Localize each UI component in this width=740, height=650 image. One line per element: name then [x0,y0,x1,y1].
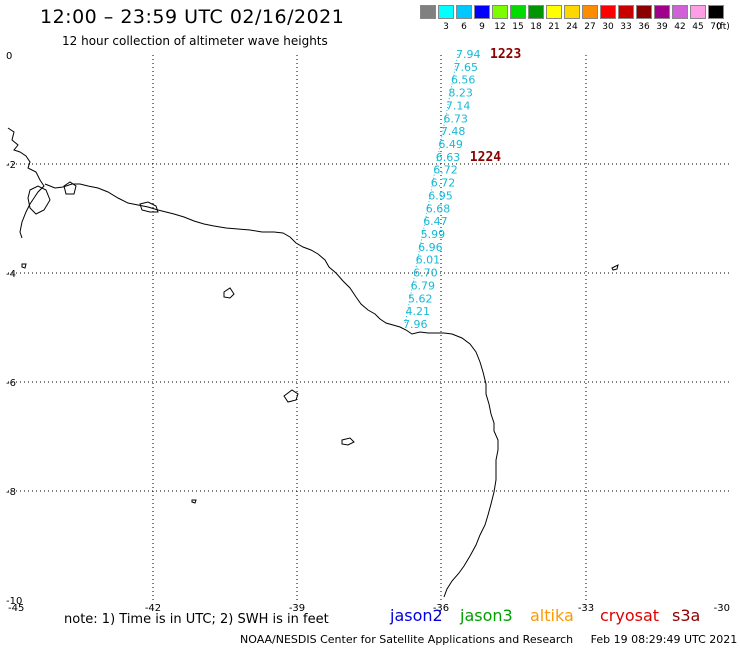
legend-label: 45 [692,22,704,32]
wave-height-label: 6.79 [411,279,436,292]
footer: NOAA/NESDIS Center for Satellite Applica… [240,633,737,646]
wave-height-label: 6.63 [436,151,461,164]
x-tick-label: -42 [145,603,161,614]
island-f [341,437,355,446]
legend-label: 70 [710,22,722,32]
footer-timestamp: Feb 19 08:29:49 UTC 2021 [590,633,738,646]
legend-label: 21 [548,22,560,32]
pass-time-label: 1223 [490,47,521,62]
satellite-name-jason3: jason3 [460,606,513,625]
legend-swatch [510,5,526,19]
wave-height-label: 6.56 [451,74,476,87]
island-a [27,185,51,215]
island-b [63,181,77,195]
legend-unit: (ft) [716,22,730,32]
satellite-name-altika: altika [530,606,574,625]
satellite-name-s3a: s3a [672,606,701,625]
y-tick-label: -2 [6,160,16,171]
wave-height-label: 6.68 [426,202,451,215]
y-tick-label: -8 [6,487,16,498]
pass-time-label: 1224 [470,150,501,165]
legend-swatch [582,5,598,19]
wave-height-label: 6.73 [443,112,468,125]
island-g [21,263,27,269]
legend-label: 33 [620,22,632,32]
legend-label: 9 [479,22,485,32]
island-h [611,264,619,271]
legend-label: 39 [656,22,668,32]
legend-label: 18 [530,22,542,32]
x-tick-label: -33 [578,603,594,614]
legend-swatch [492,5,508,19]
legend-label: 6 [461,22,467,32]
legend-swatch [564,5,580,19]
wave-height-label: 8.23 [448,87,473,100]
legend-swatch [600,5,616,19]
legend-swatch [618,5,634,19]
y-tick-label: 0 [6,51,12,62]
legend-label: 42 [674,22,686,32]
legend-label: 27 [584,22,596,32]
legend-swatch [654,5,670,19]
legend-label: 24 [566,22,578,32]
wave-height-label: 6.96 [418,241,443,254]
wave-height-label: 7.96 [403,318,428,331]
map-subtitle: 12 hour collection of altimeter wave hei… [62,34,328,48]
x-tick-label: -39 [289,603,305,614]
footnote: note: 1) Time is in UTC; 2) SWH is in fe… [64,612,329,627]
coastline [44,183,499,598]
wave-height-label: 5.62 [408,292,433,305]
legend-label: 15 [512,22,524,32]
graticule [8,55,730,600]
legend-swatch [456,5,472,19]
coastline-northeast [7,127,45,239]
footer-credit: NOAA/NESDIS Center for Satellite Applica… [240,633,574,646]
wave-height-label: 6.95 [428,189,453,202]
island-c [139,201,159,213]
wave-height-label: 6.01 [416,254,441,267]
legend-swatch [636,5,652,19]
wave-height-label: 5.99 [421,228,446,241]
satellite-name-jason2: jason2 [390,606,443,625]
wave-height-label: 6.72 [431,177,456,190]
wave-height-label: 7.65 [453,61,478,74]
y-tick-label: -10 [6,596,22,607]
wave-height-label: 7.14 [446,99,471,112]
x-tick-label: -30 [714,603,730,614]
satellite-name-cryosat: cryosat [600,606,660,625]
island-i [191,499,197,504]
wave-height-label: 6.70 [413,267,438,280]
legend-swatch [528,5,544,19]
map-title: 12:00 – 23:59 UTC 02/16/2021 [40,6,345,28]
legend-swatch [420,5,436,19]
wave-height-label: 4.21 [406,305,431,318]
island-e [283,389,299,403]
axis-tick-labels: -45 -42 -39 -36 -33 -30 0 -2 -4 -6 -8 -10 [6,51,730,614]
legend-swatch [546,5,562,19]
track-line [404,53,459,325]
legend-swatch [690,5,706,19]
legend-swatch [672,5,688,19]
legend-swatch [438,5,454,19]
wave-height-label: 6.47 [423,215,448,228]
legend-swatch [708,5,724,19]
legend-label: 3 [443,22,449,32]
x-tick-label: -36 [433,603,449,614]
y-tick-label: -4 [6,269,16,280]
legend-label: 36 [638,22,650,32]
wave-height-label: 7.48 [441,125,466,138]
altimeter-track: 7.947.656.568.237.146.737.486.496.636.72… [403,47,521,331]
wave-height-label: 6.72 [433,164,458,177]
wave-height-label: 6.49 [438,138,463,151]
legend-label: 12 [494,22,506,32]
legend-swatch [474,5,490,19]
island-d [223,287,235,299]
wave-height-label: 7.94 [456,48,481,61]
color-legend: 3 6 9 12 15 18 21 24 27 30 33 36 39 42 45 70 (ft) [420,5,730,39]
legend-label: 30 [602,22,614,32]
x-tick-label: -45 [8,603,24,614]
y-tick-label: -6 [6,378,16,389]
